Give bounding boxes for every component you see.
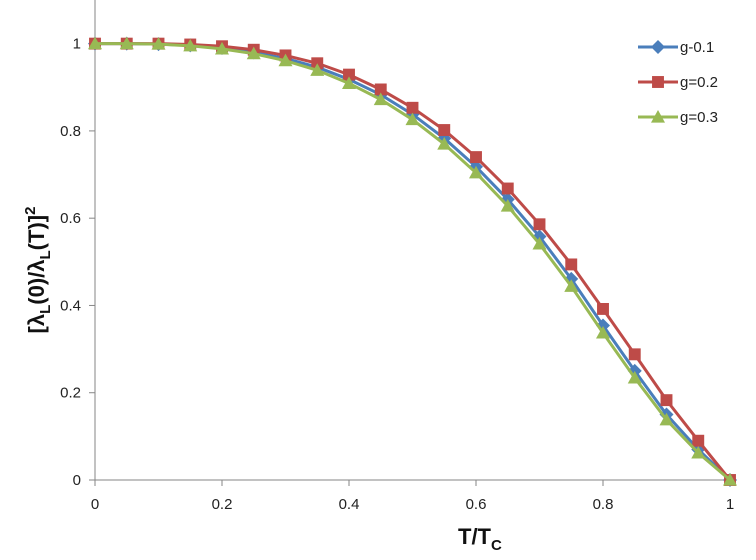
y-axis-label-part: (T)]	[24, 215, 49, 250]
x-tick-label: 0.4	[339, 496, 360, 513]
y-tick-label: 0	[73, 472, 81, 489]
data-point	[151, 37, 166, 50]
legend-marker	[651, 110, 665, 123]
data-point	[405, 112, 420, 126]
data-point	[723, 473, 737, 486]
y-axis-label-part: L	[37, 305, 54, 314]
legend-label: g=0.3	[680, 109, 718, 126]
data-point	[374, 83, 387, 96]
data-point	[564, 279, 579, 292]
data-point	[691, 445, 706, 459]
series-g-0-3	[88, 36, 737, 486]
data-point	[406, 101, 419, 114]
x-axis-label-subscript: C	[491, 537, 502, 554]
data-point	[310, 63, 325, 76]
y-tick-label: 1	[73, 36, 81, 53]
y-axis-label-part: L	[37, 250, 54, 259]
legend-marker	[652, 76, 664, 88]
data-point	[500, 198, 515, 212]
data-point	[533, 218, 546, 231]
data-point	[470, 151, 482, 164]
x-tick-label: 0.6	[466, 496, 487, 513]
data-point	[278, 53, 293, 67]
y-tick-label: 0.8	[60, 123, 81, 140]
x-tick-label: 0	[91, 496, 99, 513]
data-point	[342, 76, 356, 89]
data-point	[119, 36, 134, 50]
legend-marker	[651, 40, 665, 54]
y-axis-label-part: [λ	[24, 314, 49, 334]
data-point	[501, 182, 514, 195]
data-point	[215, 41, 229, 55]
data-point	[627, 370, 642, 384]
data-point	[373, 92, 388, 106]
legend-entry: g-0.1	[638, 39, 714, 56]
data-point	[88, 36, 102, 50]
x-axis-label: T/TC	[458, 524, 502, 554]
data-point	[628, 348, 641, 361]
data-point	[469, 165, 483, 179]
x-tick-label: 1	[726, 496, 734, 513]
data-point	[438, 124, 451, 136]
data-point	[437, 137, 452, 150]
legend: g-0.1 g=0.2 g=0.3	[638, 39, 718, 126]
legend-label: g-0.1	[680, 39, 714, 56]
x-tick-label: 0.8	[593, 496, 614, 513]
x-tick-label: 0.2	[212, 496, 233, 513]
plot-series	[88, 36, 737, 487]
data-point	[532, 236, 547, 250]
legend-entry: g=0.3	[638, 109, 718, 126]
y-tick-label: 0.6	[60, 210, 81, 227]
data-point	[343, 68, 355, 81]
y-axis-label-part: 2	[22, 207, 39, 215]
axes: 0 0.2 0.4 0.6 0.8 1 0 0.2 0.4 0.6 0.8 1	[60, 0, 734, 513]
legend-label: g=0.2	[680, 74, 718, 91]
data-point	[183, 38, 198, 52]
data-point	[692, 434, 705, 447]
y-tick-label: 0.4	[60, 297, 81, 314]
data-point	[565, 258, 578, 271]
data-point	[597, 302, 609, 315]
y-tick-label: 0.2	[60, 385, 81, 402]
data-point	[246, 46, 261, 60]
series-g-0-2	[89, 37, 736, 486]
data-point	[596, 325, 610, 339]
y-axis-label: [λL(0)/λL(T)]2	[22, 207, 54, 334]
legend-entry: g=0.2	[638, 74, 718, 91]
data-point	[660, 394, 673, 407]
data-point	[659, 412, 674, 426]
y-axis-label-part: (0)/λ	[24, 259, 49, 304]
